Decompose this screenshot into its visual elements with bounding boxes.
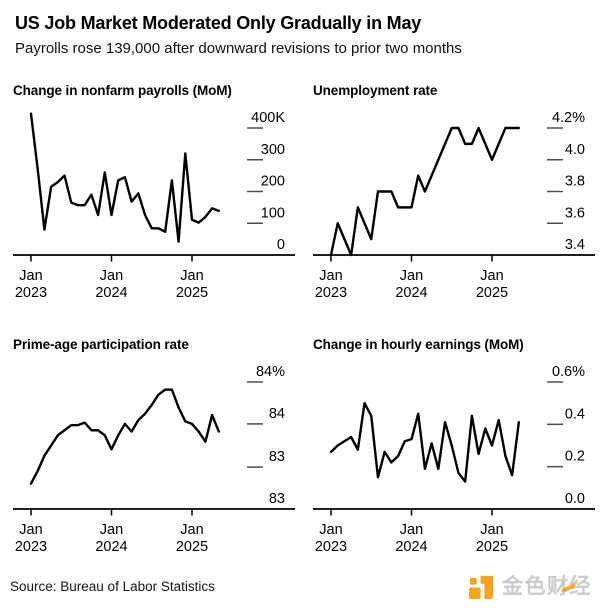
page-subtitle: Payrolls rose 139,000 after downward rev… [15, 40, 462, 57]
svg-text:2023: 2023 [315, 285, 347, 301]
svg-text:83: 83 [269, 449, 285, 465]
svg-text:Jan: Jan [180, 522, 203, 538]
svg-text:Jan: Jan [100, 522, 123, 538]
svg-text:Jan: Jan [180, 268, 203, 284]
svg-text:0.6%: 0.6% [552, 364, 585, 380]
chart-title-unemployment-rate: Unemployment rate [313, 83, 438, 98]
svg-text:2023: 2023 [15, 539, 47, 555]
svg-text:2024: 2024 [95, 539, 127, 555]
chart-section-hourly-earnings: Change in hourly earnings (MoM) 0.6% 0.4 0… [313, 337, 597, 555]
svg-text:Jan: Jan [480, 522, 503, 538]
svg-text:4.2%: 4.2% [552, 110, 585, 126]
svg-text:400K: 400K [251, 110, 285, 126]
svg-text:3.8: 3.8 [565, 174, 585, 190]
svg-text:Jan: Jan [480, 268, 503, 284]
chart-section-unemployment-rate: Unemployment rate 4.2% 4.0 3.8 3.6 3.4 Jan 202… [313, 83, 597, 301]
svg-text:Jan: Jan [19, 268, 42, 284]
jinse-finance-logo-icon [468, 575, 494, 599]
svg-text:0.0: 0.0 [565, 491, 585, 507]
source-note: Source: Bureau of Labor Statistics [10, 578, 215, 594]
svg-text:84: 84 [269, 406, 285, 422]
svg-text:0.2: 0.2 [565, 449, 585, 465]
chart-title-hourly-earnings: Change in hourly earnings (MoM) [313, 337, 524, 352]
chart-section-participation-rate: Prime-age participation rate 84% 84 83 83 Ja… [13, 337, 297, 555]
chart-section-nonfarm-payrolls: Change in nonfarm payrolls (MoM) 400K 300… [13, 83, 297, 301]
svg-text:2025: 2025 [476, 539, 508, 555]
svg-text:Jan: Jan [400, 268, 423, 284]
svg-text:0: 0 [277, 237, 285, 253]
svg-text:2024: 2024 [395, 285, 427, 301]
svg-text:2023: 2023 [15, 285, 47, 301]
charts-grid: Change in nonfarm payrolls (MoM) 400K 300… [13, 83, 600, 555]
chart-title-participation-rate: Prime-age participation rate [13, 337, 189, 352]
svg-text:300: 300 [261, 142, 285, 158]
svg-text:200: 200 [261, 174, 285, 190]
svg-text:2024: 2024 [395, 539, 427, 555]
svg-text:3.6: 3.6 [565, 205, 585, 221]
svg-text:2025: 2025 [176, 285, 208, 301]
header: US Job Market Moderated Only Gradually i… [0, 13, 600, 58]
svg-text:Jan: Jan [400, 522, 423, 538]
svg-text:2023: 2023 [315, 539, 347, 555]
watermark-text: 金色财经 [502, 574, 592, 598]
svg-text:83: 83 [269, 491, 285, 507]
brand-watermark: 金色财经 [468, 573, 592, 600]
svg-text:Jan: Jan [19, 522, 42, 538]
svg-text:Jan: Jan [319, 522, 342, 538]
svg-text:2025: 2025 [476, 285, 508, 301]
svg-text:0.4: 0.4 [565, 406, 585, 422]
svg-text:84%: 84% [256, 364, 285, 380]
svg-text:Jan: Jan [319, 268, 342, 284]
chart-title-nonfarm-payrolls: Change in nonfarm payrolls (MoM) [13, 83, 232, 98]
watermark-text-wrap: 金色财经 [502, 573, 592, 600]
svg-text:Jan: Jan [100, 268, 123, 284]
svg-text:3.4: 3.4 [565, 237, 585, 253]
page-title: US Job Market Moderated Only Gradually i… [15, 13, 422, 33]
svg-text:4.0: 4.0 [565, 142, 585, 158]
svg-text:100: 100 [261, 205, 285, 221]
svg-text:2025: 2025 [176, 539, 208, 555]
footer: Source: Bureau of Labor Statistics 金色财经 [10, 569, 592, 603]
svg-text:2024: 2024 [95, 285, 127, 301]
